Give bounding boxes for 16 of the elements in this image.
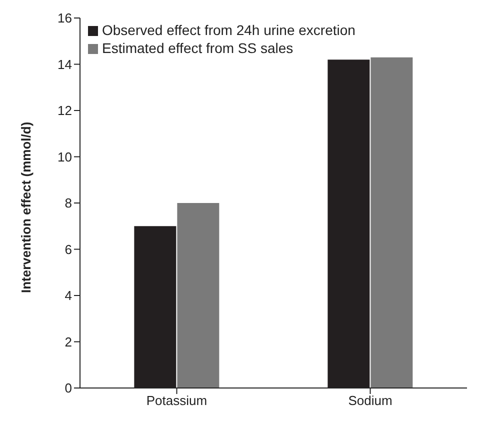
x-tick-label: Sodium xyxy=(348,393,392,408)
x-tick-label: Potassium xyxy=(146,393,208,408)
bar xyxy=(177,203,220,388)
y-tick-label: 0 xyxy=(64,380,72,396)
y-tick-label: 2 xyxy=(64,334,72,350)
y-tick-label: 10 xyxy=(58,149,72,164)
bar xyxy=(370,57,413,388)
y-tick-label: 14 xyxy=(58,56,72,72)
y-tick-label: 16 xyxy=(58,10,72,26)
y-tick-label: 8 xyxy=(64,196,72,211)
legend-label: Observed effect from 24h urine excretion xyxy=(102,22,356,38)
y-tick-label: 4 xyxy=(64,288,72,304)
y-tick-label: 12 xyxy=(58,103,72,118)
y-axis-title: Intervention effect (mmol/d) xyxy=(18,122,34,293)
legend-label: Estimated effect from SS sales xyxy=(102,40,294,56)
y-tick-label: 6 xyxy=(64,242,72,257)
